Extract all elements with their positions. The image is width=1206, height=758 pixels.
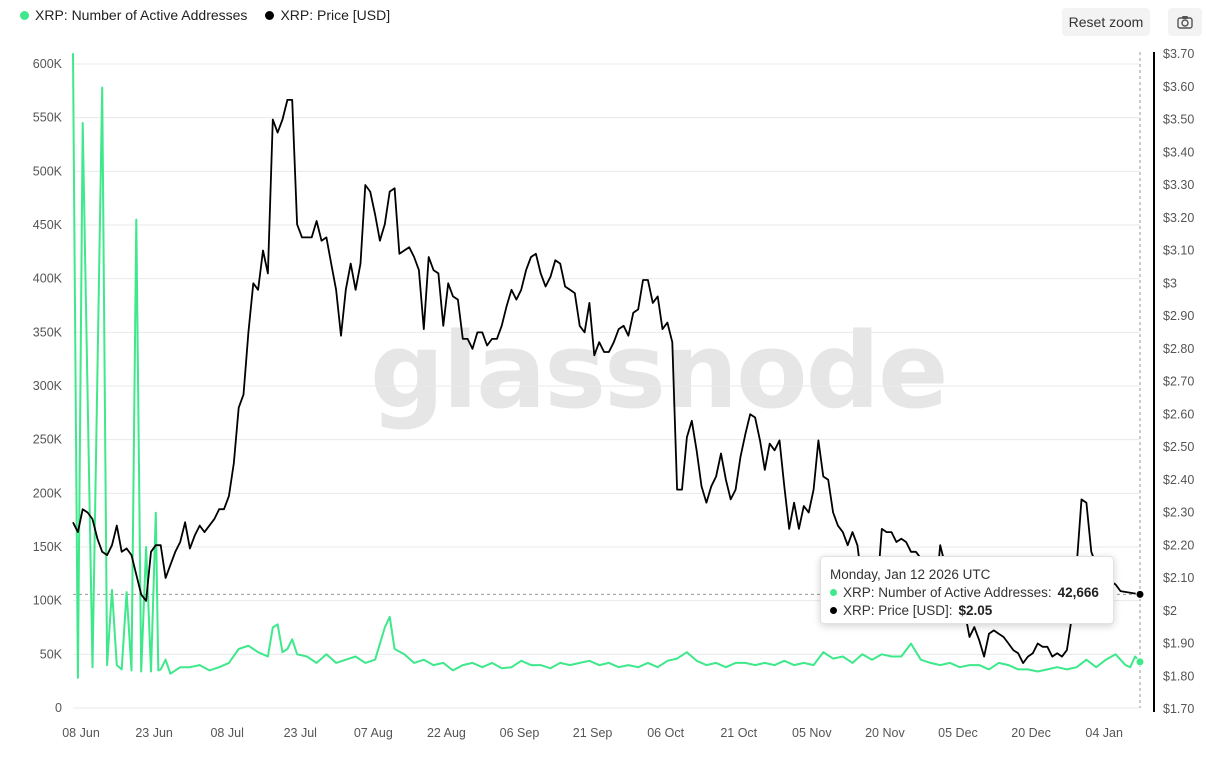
y-right-tick-label: $3.60: [1163, 80, 1194, 94]
y-left-tick-label: 250K: [33, 433, 63, 447]
active-addresses-line: [72, 53, 1141, 679]
y-right-tick-label: $1.70: [1163, 702, 1194, 716]
glassnode-watermark: glassnode: [370, 310, 949, 432]
legend-label-active-addresses: XRP: Number of Active Addresses: [35, 7, 248, 23]
x-tick-label: 20 Nov: [865, 726, 905, 740]
y-left-tick-label: 100K: [33, 594, 63, 608]
camera-button[interactable]: [1168, 8, 1202, 36]
y-left-tick-label: 400K: [33, 272, 63, 286]
x-tick-label: 20 Dec: [1011, 726, 1051, 740]
y-right-tick-label: $3.40: [1163, 145, 1194, 159]
camera-icon: [1177, 16, 1193, 29]
y-right-tick-label: $2.30: [1163, 506, 1194, 520]
tooltip-price-dot: [830, 606, 837, 614]
chart-legend: XRP: Number of Active Addresses XRP: Pri…: [20, 7, 390, 23]
legend-label-price: XRP: Price [USD]: [280, 7, 391, 23]
y-right-tick-label: $2.10: [1163, 571, 1194, 585]
y-right-tick-label: $2: [1163, 604, 1177, 618]
y-left-tick-label: 300K: [33, 379, 63, 393]
y-right-tick-label: $2.60: [1163, 407, 1194, 421]
y-right-tick-label: $2.40: [1163, 473, 1194, 487]
x-tick-label: 06 Oct: [647, 726, 684, 740]
tooltip-price-row: XRP: Price [USD]: $2.05: [830, 601, 1104, 619]
tooltip-price-value: $2.05: [958, 602, 993, 618]
x-tick-label: 21 Sep: [573, 726, 613, 740]
x-tick-label: 04 Jan: [1085, 726, 1123, 740]
y-right-tick-label: $1.90: [1163, 637, 1194, 651]
x-tick-label: 23 Jul: [284, 726, 317, 740]
hover-tooltip: Monday, Jan 12 2026 UTC XRP: Number of A…: [820, 556, 1114, 624]
y-right-tick-label: $2.50: [1163, 440, 1194, 454]
y-right-tick-label: $3.70: [1163, 47, 1194, 61]
y-right-tick-label: $3.50: [1163, 113, 1194, 127]
y-right-tick-label: $2.80: [1163, 342, 1194, 356]
y-right-tick-label: $3.30: [1163, 178, 1194, 192]
active-addresses-swatch: [20, 10, 29, 20]
tooltip-active-dot: [830, 588, 837, 596]
x-tick-label: 05 Dec: [938, 726, 978, 740]
active-addresses-marker: [1135, 657, 1145, 667]
y-left-tick-label: 50K: [40, 647, 63, 661]
y-left-tick-label: 0: [55, 701, 62, 715]
tooltip-active-value: 42,666: [1057, 584, 1099, 600]
reset-zoom-button[interactable]: Reset zoom: [1062, 8, 1150, 36]
price-swatch: [265, 10, 275, 20]
y-right-tick-label: $3: [1163, 276, 1177, 290]
tooltip-active-row: XRP: Number of Active Addresses: 42,666: [830, 583, 1104, 601]
x-tick-label: 06 Sep: [500, 726, 540, 740]
y-left-tick-label: 500K: [33, 164, 63, 178]
tooltip-active-label: XRP: Number of Active Addresses:: [843, 584, 1052, 600]
x-tick-label: 08 Jun: [62, 726, 100, 740]
legend-item-active-addresses[interactable]: XRP: Number of Active Addresses: [20, 7, 247, 23]
x-tick-label: 23 Jun: [135, 726, 173, 740]
y-right-tick-label: $2.90: [1163, 309, 1194, 323]
x-tick-label: 08 Jul: [210, 726, 243, 740]
y-right-tick-label: $2.20: [1163, 538, 1194, 552]
y-right-tick-label: $3.10: [1163, 244, 1194, 258]
y-left-tick-label: 200K: [33, 486, 63, 500]
legend-item-price[interactable]: XRP: Price [USD]: [265, 7, 390, 23]
y-left-tick-label: 550K: [33, 111, 63, 125]
x-tick-label: 22 Aug: [427, 726, 466, 740]
y-left-tick-label: 450K: [33, 218, 63, 232]
tooltip-price-label: XRP: Price [USD]:: [843, 602, 953, 618]
y-left-tick-label: 600K: [33, 57, 63, 71]
x-tick-label: 21 Oct: [720, 726, 757, 740]
y-right-tick-label: $1.80: [1163, 669, 1194, 683]
price-marker: [1135, 589, 1145, 599]
y-right-tick-label: $2.70: [1163, 375, 1194, 389]
tooltip-date: Monday, Jan 12 2026 UTC: [830, 566, 991, 582]
y-left-tick-label: 150K: [33, 540, 63, 554]
x-tick-label: 07 Aug: [354, 726, 393, 740]
y-left-tick-label: 350K: [33, 325, 63, 339]
y-right-tick-label: $3.20: [1163, 211, 1194, 225]
x-tick-label: 05 Nov: [792, 726, 832, 740]
